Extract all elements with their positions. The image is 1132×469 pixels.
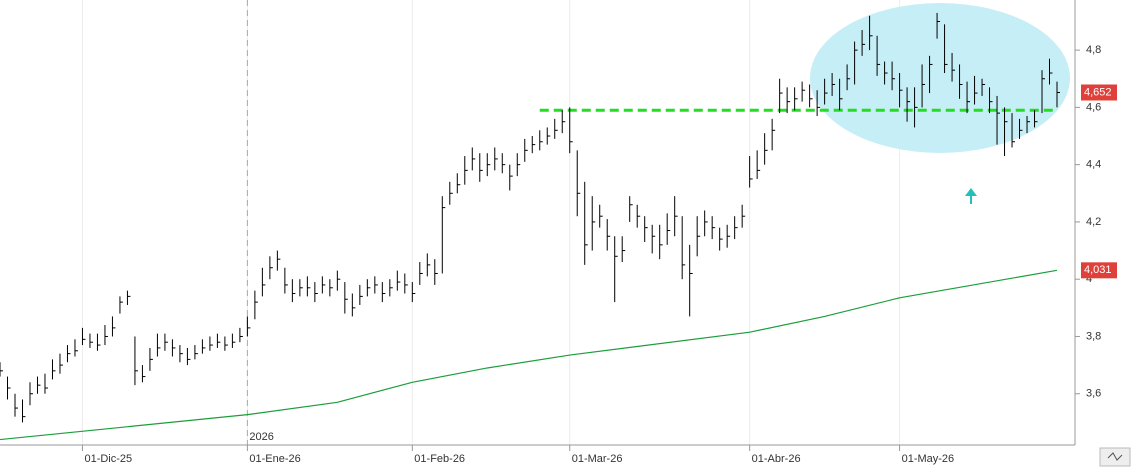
x-tick-label: 01-May-26 (902, 453, 955, 465)
price-tag (1081, 262, 1117, 279)
x-tick-label: 01-Feb-26 (414, 453, 465, 465)
x-tick-label: 01-Mar-26 (572, 453, 623, 465)
price-tag-label: 4,652 (1084, 86, 1112, 98)
arrow-icon (965, 188, 977, 204)
highlight-ellipse (810, 3, 1070, 153)
average-line (0, 269, 1058, 441)
y-tick-label: 4 (1086, 273, 1092, 285)
x-tick-label: 01-Abr-26 (752, 453, 801, 465)
y-tick-label: 4,4 (1086, 159, 1101, 171)
y-tick-label: 4,6 (1086, 101, 1101, 113)
year-label: 2026 (249, 431, 273, 443)
y-tick-label: 4,8 (1086, 44, 1101, 56)
y-tick-label: 3,8 (1086, 330, 1101, 342)
scale-icon (1107, 452, 1123, 461)
y-tick-label: 4,2 (1086, 216, 1101, 228)
price-tag-label: 4,031 (1084, 264, 1112, 276)
x-tick-label: 01-Dic-25 (84, 453, 132, 465)
y-tick-label: 3,6 (1086, 388, 1101, 400)
price-tag (1081, 84, 1117, 101)
x-tick-label: 01-Ene-26 (249, 453, 300, 465)
